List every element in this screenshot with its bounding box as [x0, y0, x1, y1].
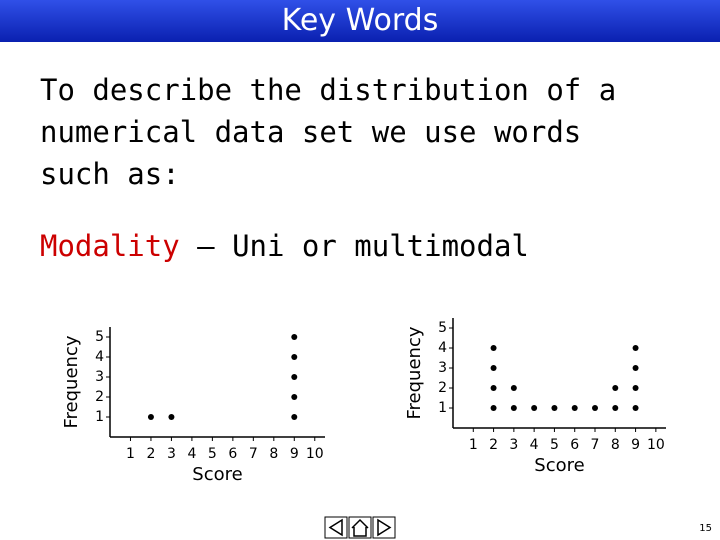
x-tick-label: 9 [290, 446, 299, 462]
x-tick-label: 3 [509, 437, 518, 453]
next-button[interactable] [372, 516, 396, 539]
prev-button[interactable] [324, 516, 348, 539]
modality-line: Modality – Uni or multimodal [40, 229, 529, 263]
y-tick-label: 3 [95, 369, 104, 385]
dot [147, 414, 154, 420]
dot [490, 405, 497, 411]
dot [490, 385, 497, 391]
modality-rest: – Uni or multimodal [180, 229, 529, 263]
nav-buttons [324, 516, 396, 539]
y-tick-label: 5 [95, 329, 104, 345]
x-tick-label: 2 [146, 446, 155, 462]
body-line: To describe the distribution of a [40, 73, 616, 107]
y-tick-label: 3 [438, 360, 447, 376]
dot [291, 414, 298, 420]
x-tick-label: 6 [228, 446, 237, 462]
dot [612, 385, 619, 391]
dot [592, 405, 598, 411]
x-tick-label: 9 [631, 437, 640, 453]
dot-column [291, 334, 298, 420]
x-tick-label: 2 [489, 437, 498, 453]
dot-column [147, 414, 154, 420]
dot-column [632, 345, 639, 411]
dot-column [168, 414, 175, 420]
x-tick-label: 4 [187, 446, 196, 462]
dot [510, 385, 517, 391]
x-tick-label: 1 [126, 446, 135, 462]
y-tick-label: 5 [438, 320, 447, 336]
title-bar [0, 0, 720, 42]
x-axis-label: Score [534, 455, 584, 476]
dot [510, 405, 517, 411]
dot-column [571, 405, 578, 411]
y-tick-label: 1 [438, 400, 447, 416]
dot-column [551, 405, 558, 411]
x-tick-label: 5 [208, 446, 217, 462]
dot [291, 394, 298, 400]
x-tick-label: 8 [269, 446, 278, 462]
dot [168, 414, 175, 420]
slide-title: Key Words [282, 3, 439, 38]
dot [490, 365, 497, 371]
x-tick-label: 10 [306, 446, 324, 462]
dot [551, 405, 558, 411]
y-axis-label: Frequency [404, 326, 425, 419]
body-line: numerical data set we use words [40, 115, 581, 149]
x-tick-label: 10 [647, 437, 665, 453]
dot [291, 374, 298, 380]
dot [291, 354, 298, 360]
dot-column [592, 405, 598, 411]
body-line: such as: [40, 157, 180, 191]
x-tick-label: 7 [591, 437, 600, 453]
dot-column [612, 385, 619, 411]
x-tick-label: 8 [611, 437, 620, 453]
dot [632, 385, 639, 391]
dot [632, 405, 639, 411]
y-tick-label: 2 [95, 389, 104, 405]
page-number: 15 [699, 523, 712, 534]
dot [490, 345, 497, 351]
y-tick-label: 4 [95, 349, 104, 365]
y-tick-label: 4 [438, 340, 447, 356]
y-axis-label: Frequency [61, 335, 82, 428]
dot-column [531, 405, 538, 411]
dot-column [510, 385, 517, 411]
x-tick-label: 6 [570, 437, 579, 453]
dot [612, 405, 619, 411]
modality-term: Modality [40, 229, 180, 263]
x-tick-label: 5 [550, 437, 559, 453]
dot [571, 405, 578, 411]
x-tick-label: 1 [469, 437, 478, 453]
y-tick-label: 2 [438, 380, 447, 396]
home-button[interactable] [348, 516, 372, 539]
dot [291, 334, 298, 340]
dot [632, 365, 639, 371]
dot [632, 345, 639, 351]
dot-column [490, 345, 497, 411]
x-tick-label: 7 [249, 446, 258, 462]
x-axis-label: Score [192, 464, 242, 485]
x-tick-label: 4 [530, 437, 539, 453]
y-tick-label: 1 [95, 409, 104, 425]
dot [531, 405, 538, 411]
x-tick-label: 3 [167, 446, 176, 462]
